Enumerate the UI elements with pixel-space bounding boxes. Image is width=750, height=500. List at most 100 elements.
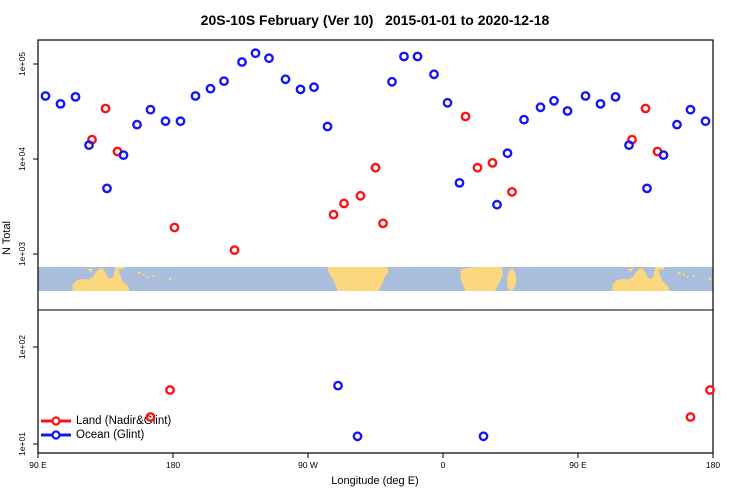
y-tick-label: 1e+05 bbox=[17, 52, 27, 76]
data-point bbox=[352, 431, 363, 442]
data-point bbox=[535, 102, 546, 113]
map-island bbox=[677, 271, 681, 275]
data-point bbox=[627, 134, 637, 145]
x-axis-title: Longitude (deg E) bbox=[331, 475, 419, 487]
data-point bbox=[237, 57, 247, 67]
map-land-madagascar bbox=[506, 268, 517, 291]
data-point bbox=[412, 51, 423, 62]
data-point bbox=[580, 91, 591, 101]
data-point bbox=[562, 106, 573, 116]
x-tick-label: 90 W bbox=[298, 460, 318, 470]
map-island bbox=[152, 274, 155, 278]
data-point bbox=[658, 150, 669, 161]
data-point bbox=[205, 83, 216, 94]
data-point bbox=[280, 74, 291, 85]
x-tick-label: 180 bbox=[706, 460, 720, 470]
legend-marker bbox=[51, 430, 61, 440]
data-point bbox=[460, 111, 471, 122]
x-tick-label: 0 bbox=[441, 460, 446, 470]
data-point bbox=[328, 209, 339, 220]
map-land-africa bbox=[460, 267, 503, 291]
map-island bbox=[692, 274, 695, 278]
map-land-australia-2 bbox=[612, 268, 670, 291]
map-land-timor-2 bbox=[627, 268, 634, 273]
data-point bbox=[387, 76, 397, 87]
y-axis-title: N Total bbox=[1, 220, 13, 256]
data-point bbox=[492, 199, 502, 210]
data-point bbox=[652, 146, 663, 157]
data-point bbox=[112, 146, 123, 157]
data-point bbox=[84, 140, 94, 151]
data-point bbox=[454, 177, 465, 188]
map-land-timor bbox=[87, 268, 94, 273]
data-point bbox=[333, 380, 343, 391]
data-point bbox=[399, 51, 409, 62]
data-point bbox=[118, 150, 129, 161]
legend-marker bbox=[51, 416, 61, 426]
data-point bbox=[502, 148, 513, 159]
data-point bbox=[685, 104, 696, 115]
data-point bbox=[642, 183, 652, 194]
data-point bbox=[87, 134, 97, 145]
map-island bbox=[708, 277, 712, 281]
world-map-strip bbox=[38, 267, 713, 291]
data-point bbox=[309, 82, 319, 93]
data-point bbox=[264, 53, 274, 64]
data-point bbox=[70, 92, 81, 102]
map-island bbox=[682, 273, 685, 276]
data-point bbox=[700, 116, 711, 127]
data-point bbox=[442, 97, 453, 108]
chart-title: 20S-10S February (Ver 10) 2015-01-01 to … bbox=[200, 12, 550, 28]
data-point bbox=[595, 99, 606, 109]
y-tick-label: 1e+03 bbox=[17, 242, 27, 266]
y-tick-label: 1e+01 bbox=[17, 432, 27, 456]
data-point bbox=[640, 103, 651, 114]
data-point bbox=[624, 140, 634, 151]
map-land-south-america bbox=[327, 267, 389, 291]
data-point bbox=[295, 84, 306, 95]
map-island bbox=[137, 271, 141, 275]
data-point bbox=[165, 385, 175, 395]
data-point bbox=[55, 99, 66, 109]
map-island bbox=[142, 273, 145, 276]
x-tick-label: 90 E bbox=[569, 460, 587, 470]
map-ocean bbox=[38, 267, 713, 291]
y-tick-label: 1e+02 bbox=[17, 335, 27, 359]
data-point bbox=[102, 183, 112, 194]
data-point bbox=[160, 116, 171, 127]
map-land-australia bbox=[72, 268, 130, 291]
data-point bbox=[355, 190, 366, 201]
data-point bbox=[472, 162, 483, 173]
map-land-new-guinea-coast bbox=[114, 267, 125, 270]
data-point bbox=[100, 103, 111, 114]
data-point bbox=[672, 119, 682, 130]
y-tick-label: 1e+04 bbox=[17, 147, 27, 171]
map-island bbox=[168, 277, 172, 281]
data-point bbox=[487, 157, 498, 168]
map-island bbox=[686, 275, 689, 279]
legend-label-ocean: Ocean (Glint) bbox=[76, 429, 145, 441]
series-ocean bbox=[40, 48, 711, 442]
data-point bbox=[229, 245, 240, 256]
series-land bbox=[87, 103, 715, 422]
x-tick-label: 180 bbox=[166, 460, 180, 470]
data-point bbox=[705, 385, 715, 395]
data-point bbox=[519, 114, 529, 125]
x-tick-label: 90 E bbox=[29, 460, 47, 470]
data-point bbox=[219, 76, 229, 87]
data-point bbox=[175, 116, 186, 127]
legend-label-land: Land (Nadir&Glint) bbox=[76, 415, 172, 427]
data-point bbox=[40, 91, 51, 101]
data-point bbox=[169, 222, 180, 233]
data-point bbox=[429, 69, 439, 80]
data-point bbox=[370, 162, 381, 173]
data-point bbox=[250, 48, 261, 59]
data-point bbox=[190, 91, 201, 101]
plot-box bbox=[37, 39, 714, 454]
data-point bbox=[478, 431, 489, 442]
data-point bbox=[549, 95, 559, 106]
data-point bbox=[610, 92, 621, 102]
map-land-new-guinea-coast-2 bbox=[654, 267, 665, 270]
data-point bbox=[322, 121, 333, 132]
